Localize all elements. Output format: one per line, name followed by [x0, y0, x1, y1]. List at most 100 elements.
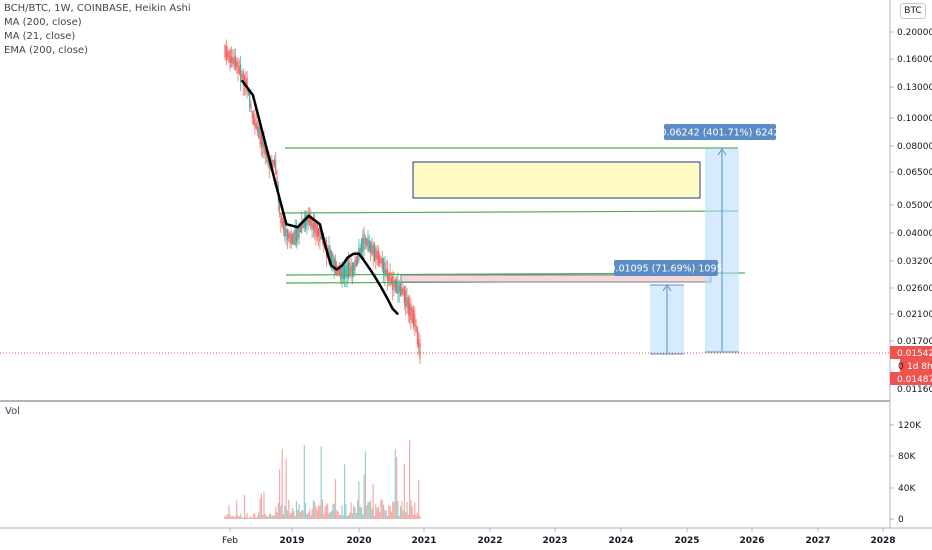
volume-bar	[357, 500, 359, 519]
candle-body	[234, 55, 236, 70]
volume-bar	[376, 507, 378, 519]
volume-bar	[299, 511, 301, 519]
volume-axis[interactable]: 120K 80K 40K 0	[890, 421, 922, 525]
volume-bar	[229, 514, 231, 519]
volume-bar	[267, 516, 269, 519]
volume-bar	[311, 508, 313, 519]
time-label: 2021	[411, 536, 436, 546]
volume-bar	[393, 502, 395, 519]
candle-body	[371, 243, 373, 255]
volume-bar	[292, 507, 294, 519]
candle-body	[372, 245, 374, 256]
measure-big-arrowhead	[717, 148, 727, 156]
volume-bar	[342, 515, 344, 519]
volume-bar	[259, 498, 261, 519]
volume-bar	[266, 516, 268, 519]
time-axis[interactable]: Feb 2019 2020 2021 2022 2023 2024 2025 2…	[222, 528, 896, 546]
volume-bar	[327, 503, 329, 519]
volume-bar	[377, 506, 379, 519]
candle-body	[292, 233, 294, 245]
candle-body	[238, 66, 240, 75]
price-label: 0.20000	[897, 28, 932, 38]
candle-body	[258, 126, 260, 139]
volume-bar	[251, 517, 253, 519]
volume-bar	[358, 481, 360, 519]
candle-body	[250, 103, 252, 110]
volume-bar	[401, 500, 403, 519]
candle-body	[262, 137, 264, 148]
volume-bar	[308, 509, 311, 519]
volume-bar	[355, 513, 357, 519]
candle-body	[377, 250, 379, 265]
candle-body	[388, 272, 390, 281]
candle-body	[385, 269, 387, 276]
price-label: 0.05000	[897, 201, 932, 211]
volume-bar	[249, 517, 251, 519]
candle-body	[294, 227, 296, 245]
price-label: 0.03200	[897, 257, 932, 267]
candle-body	[355, 257, 357, 266]
price-label: 0.02100	[897, 310, 932, 320]
candle-body	[314, 222, 316, 233]
volume-bar	[314, 501, 316, 519]
volume-bar	[385, 510, 387, 519]
target-zone-box[interactable]	[412, 161, 701, 199]
candle-body	[397, 281, 399, 294]
candle-body	[275, 160, 277, 175]
candle-body	[393, 280, 395, 288]
countdown-value: 1d 8h	[907, 362, 932, 372]
volume-bar	[380, 499, 382, 519]
volume-bar	[240, 513, 242, 519]
price-axis[interactable]: 0.20000 0.16000 0.13000 0.10000 0.08000 …	[890, 28, 932, 395]
indicator-ema-200[interactable]: EMA (200, close)	[4, 45, 88, 56]
candle-body	[333, 258, 335, 271]
time-label: 2028	[870, 536, 895, 546]
volume-bar	[329, 511, 331, 519]
volume-bar	[228, 504, 230, 519]
candle-body	[349, 262, 351, 277]
candle-body	[254, 118, 256, 128]
candle-body	[392, 275, 394, 291]
candle-body	[407, 297, 409, 315]
volume-bar	[336, 510, 338, 519]
resistance-line-mid[interactable]	[278, 210, 739, 214]
price-label: 0.13000	[897, 83, 932, 93]
support-zone-box[interactable]	[400, 274, 712, 283]
volume-bar	[232, 515, 234, 519]
indicator-ma-21[interactable]: MA (21, close)	[4, 31, 76, 42]
price-label: 0.10000	[897, 114, 932, 124]
volume-bar	[333, 503, 335, 519]
candle-body	[255, 122, 257, 129]
price-label: 0.08000	[897, 142, 932, 152]
price-label: 0.01160	[897, 385, 932, 395]
volume-bar	[349, 512, 351, 519]
candle-body	[345, 265, 347, 278]
volume-pane-title[interactable]: Vol	[5, 406, 20, 417]
candle-body	[247, 87, 249, 95]
volume-bar	[256, 515, 259, 519]
time-label: 2023	[542, 536, 567, 546]
time-label: 2026	[739, 536, 764, 546]
candle-body	[280, 214, 282, 224]
volume-bar	[353, 505, 355, 519]
volume-bar	[390, 511, 392, 519]
volume-bar	[325, 504, 327, 519]
candle-body	[380, 258, 382, 264]
volume-bar	[419, 515, 421, 519]
candle-body	[394, 279, 396, 291]
symbol-title[interactable]: BCH/BTC, 1W, COINBASE, Heikin Ashi	[4, 3, 191, 14]
candle-body	[310, 216, 312, 228]
candle-body	[409, 302, 411, 317]
volume-bar	[279, 469, 281, 519]
volume-bar	[263, 492, 265, 519]
candle-body	[410, 304, 412, 320]
volume-bar	[306, 514, 308, 519]
volume-bar	[366, 505, 368, 519]
volume-bar	[255, 517, 257, 519]
candle-body	[347, 261, 350, 279]
currency-button[interactable]: BTC	[900, 3, 926, 19]
candle-body	[340, 266, 342, 279]
candle-body	[370, 241, 372, 254]
indicator-ma-200[interactable]: MA (200, close)	[4, 17, 82, 28]
